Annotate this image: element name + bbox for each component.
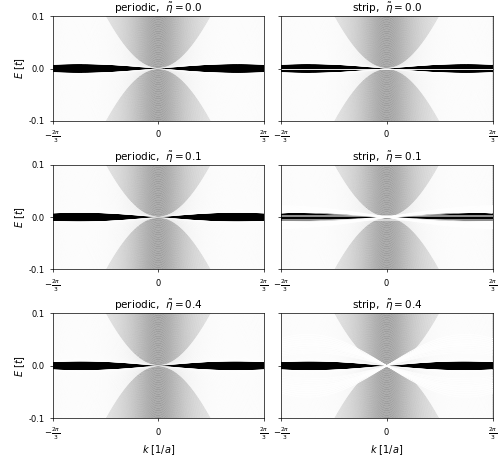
Title: strip,  $\tilde{\eta} = 0.1$: strip, $\tilde{\eta} = 0.1$	[352, 150, 422, 165]
Title: periodic,  $\tilde{\eta} = 0.1$: periodic, $\tilde{\eta} = 0.1$	[114, 150, 202, 165]
X-axis label: $k$ [1/$a$]: $k$ [1/$a$]	[370, 444, 404, 457]
X-axis label: $k$ [1/$a$]: $k$ [1/$a$]	[142, 444, 175, 457]
Title: periodic,  $\tilde{\eta} = 0.0$: periodic, $\tilde{\eta} = 0.0$	[114, 1, 202, 16]
Y-axis label: $E$ [$t$]: $E$ [$t$]	[14, 355, 28, 377]
Title: strip,  $\tilde{\eta} = 0.0$: strip, $\tilde{\eta} = 0.0$	[352, 1, 422, 16]
Title: strip,  $\tilde{\eta} = 0.4$: strip, $\tilde{\eta} = 0.4$	[352, 298, 422, 313]
Y-axis label: $E$ [$t$]: $E$ [$t$]	[14, 206, 28, 228]
Title: periodic,  $\tilde{\eta} = 0.4$: periodic, $\tilde{\eta} = 0.4$	[114, 298, 202, 313]
Y-axis label: $E$ [$t$]: $E$ [$t$]	[14, 58, 28, 79]
